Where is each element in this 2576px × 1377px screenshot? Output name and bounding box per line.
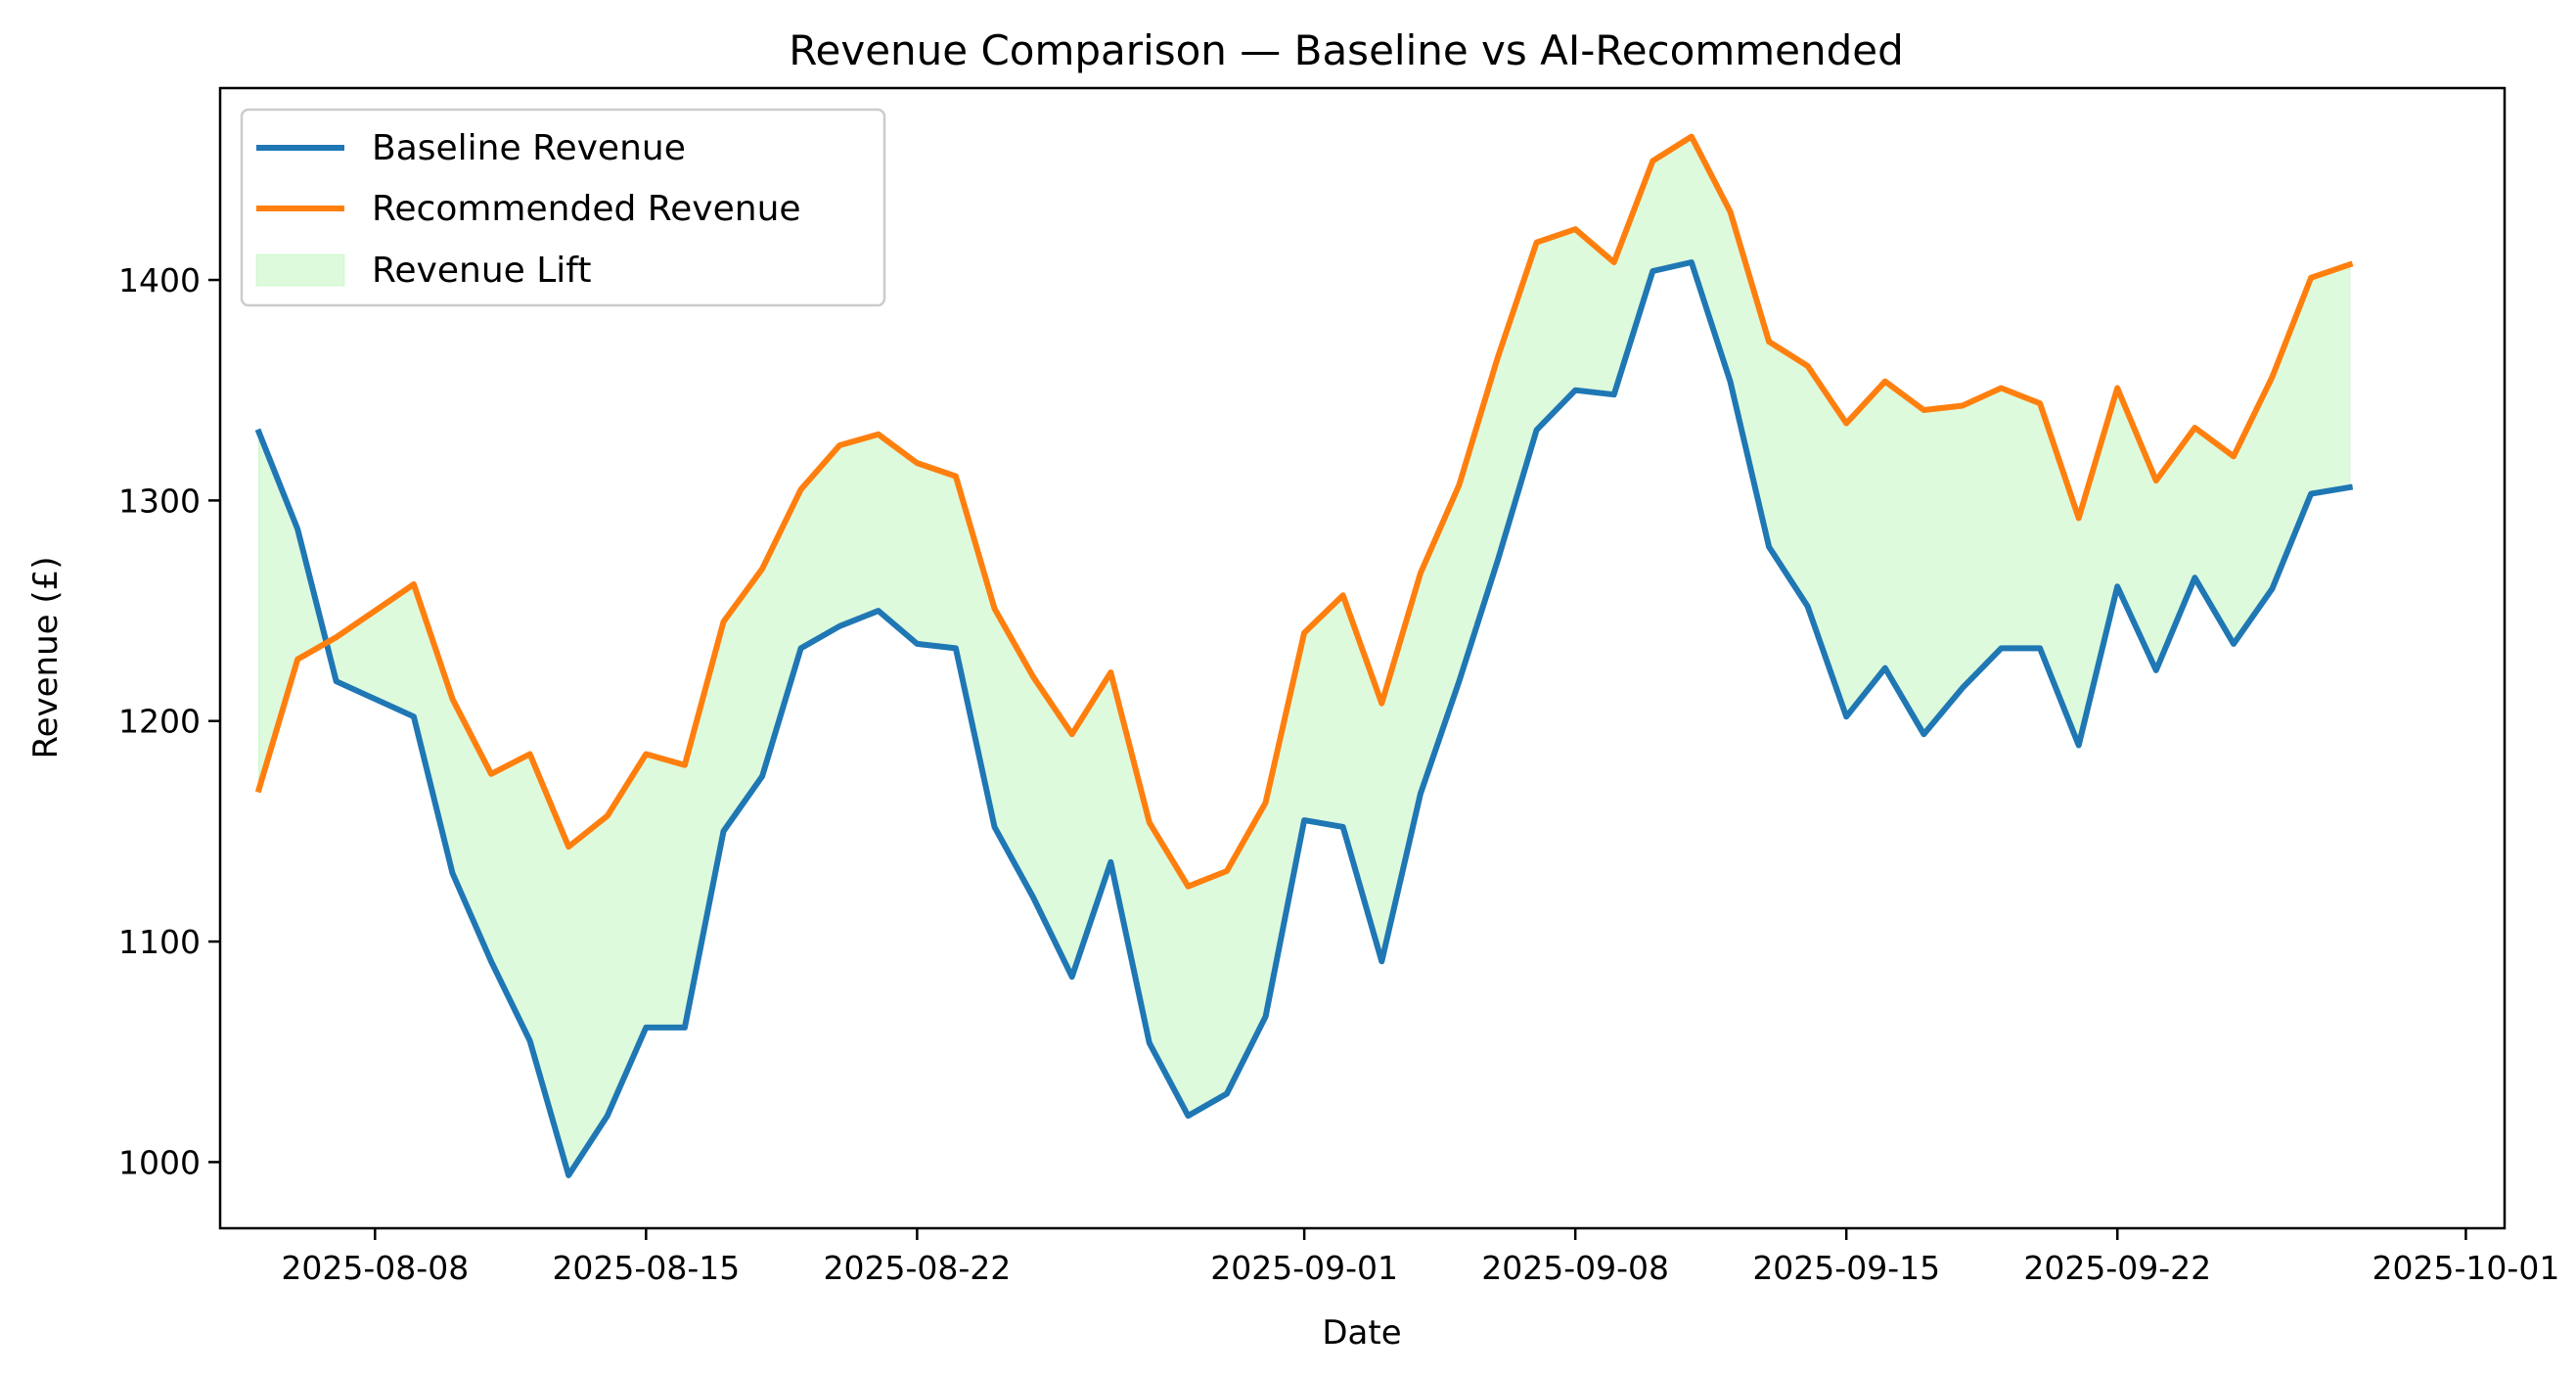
baseline-revenue-line <box>254 259 2354 1178</box>
x-tick-label: 2025-09-08 <box>1481 1249 1669 1287</box>
legend-box <box>240 108 886 307</box>
y-axis: 1000 1100 1200 1300 1400 <box>118 261 220 1181</box>
plot-frame <box>218 86 2507 1230</box>
y-axis-label: Revenue (£) <box>26 556 66 758</box>
x-tick-label: 2025-09-22 <box>2023 1249 2211 1287</box>
chart-title: Revenue Comparison — Baseline vs AI-Reco… <box>789 26 1904 74</box>
recommended-revenue-line <box>254 133 2354 890</box>
legend-swatch-revenue-lift <box>255 253 345 287</box>
legend-label-revenue-lift: Revenue Lift <box>372 251 591 291</box>
x-tick-label: 2025-10-01 <box>2373 1249 2560 1287</box>
x-tick-label: 2025-09-15 <box>1752 1249 1940 1287</box>
x-axis-label: Date <box>1322 1313 1401 1353</box>
y-tick-label: 1400 <box>118 261 201 299</box>
y-tick-label: 1200 <box>118 703 201 741</box>
plot-area <box>254 133 2354 1178</box>
x-axis: 2025-08-08 2025-08-15 2025-08-22 2025-09-01… <box>281 1228 2559 1287</box>
x-tick-label: 2025-08-08 <box>281 1249 469 1287</box>
legend-label-recommended: Recommended Revenue <box>372 189 801 229</box>
legend-label-baseline: Baseline Revenue <box>372 128 686 168</box>
x-tick-label: 2025-09-01 <box>1210 1249 1398 1287</box>
y-tick-label: 1300 <box>118 482 201 520</box>
y-tick-label: 1100 <box>118 923 201 961</box>
x-tick-label: 2025-08-15 <box>552 1249 740 1287</box>
x-tick-label: 2025-08-22 <box>823 1249 1011 1287</box>
y-tick-label: 1000 <box>118 1143 201 1181</box>
legend: Baseline Revenue Recommended Revenue Rev… <box>240 108 886 307</box>
